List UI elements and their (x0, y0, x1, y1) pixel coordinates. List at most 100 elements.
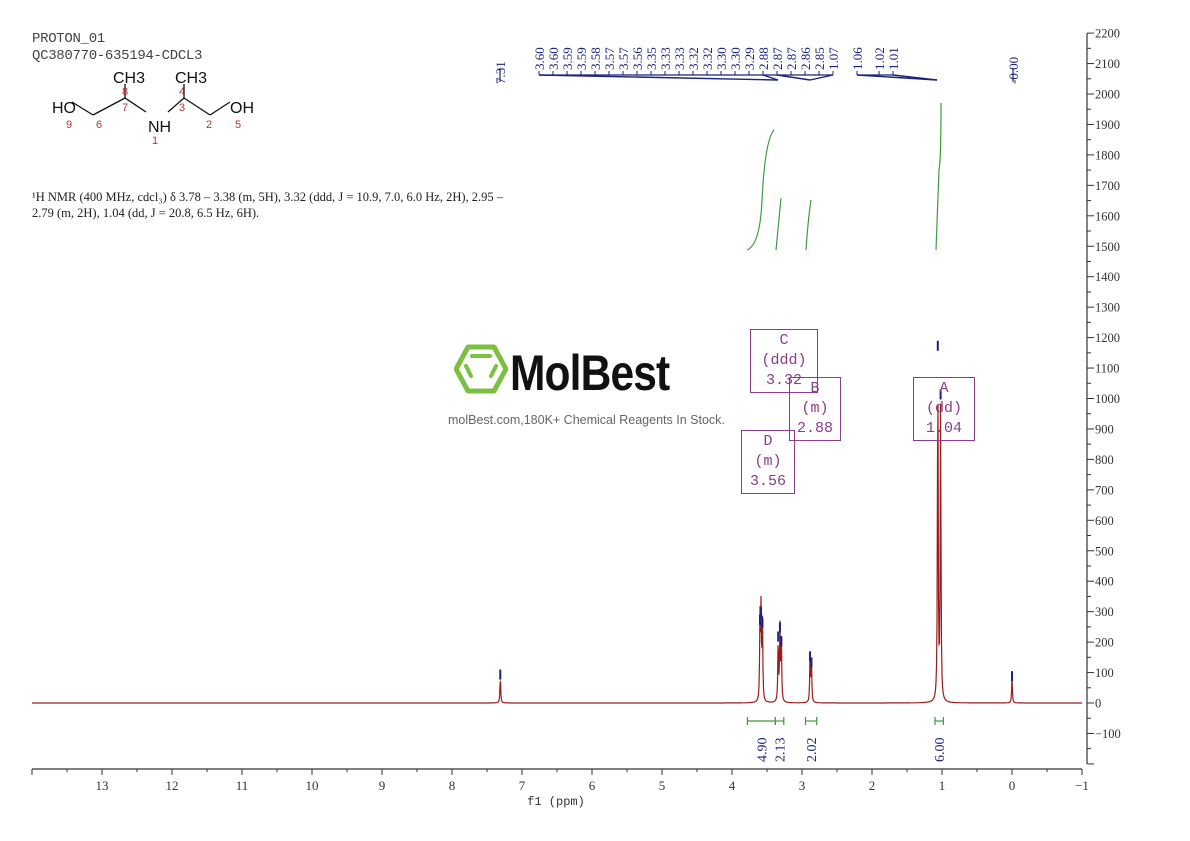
integral-value: 2.13 (774, 738, 789, 763)
atom-number-7: 7 (122, 102, 128, 114)
y-tick-label: 100 (1095, 666, 1114, 680)
x-tick-label: 2 (869, 778, 876, 793)
molecule-structure: HO NH OH CH3 CH3 1 2 3 4 5 6 7 8 9 (52, 70, 254, 146)
integral-region: 2.02 (804, 717, 820, 763)
molbest-brand: MolBest (510, 345, 670, 401)
molbest-logo-icon (454, 344, 508, 394)
x-tick-label: 12 (166, 778, 179, 793)
svg-text:3.30: 3.30 (714, 47, 729, 70)
y-tick-label: 800 (1095, 453, 1114, 467)
peak-label: 3.57 (616, 47, 631, 75)
x-tick-label: 13 (96, 778, 109, 793)
svg-text:2.85: 2.85 (812, 47, 827, 70)
integral-curve (805, 199, 812, 251)
integral-region: 6.00 (933, 717, 948, 762)
peak-label: 2.86 (798, 47, 813, 75)
nmr-summary-line-2: 2.79 (m, 2H), 1.04 (dd, J = 20.8, 6.5 Hz… (32, 206, 260, 220)
multiplet-a-shift: 1.04 (925, 420, 962, 437)
x-tick-label: 8 (449, 778, 456, 793)
peak-label: 3.30 (714, 47, 729, 75)
integral-curve (775, 197, 782, 251)
y-tick-label: 1300 (1095, 301, 1120, 315)
multiplet-label-a: A (dd) 1.04 (913, 377, 975, 441)
peak-label: 2.88 (756, 47, 771, 75)
spectrum-trace (32, 340, 1082, 704)
atom-number-4: 4 (179, 86, 185, 98)
svg-text:3.29: 3.29 (742, 47, 757, 70)
peak-label: 3.33 (672, 47, 687, 75)
multiplet-a-type: A (dd) (925, 380, 962, 417)
y-tick-label: 2200 (1095, 27, 1120, 41)
svg-text:3.33: 3.33 (658, 47, 673, 70)
nmr-summary: ¹H NMR (400 MHz, cdcl₃) δ 3.78 – 3.38 (m… (32, 189, 622, 221)
x-tick-label: −1 (1075, 778, 1089, 793)
peak-label: 1.06 (850, 47, 865, 75)
x-tick-label: 11 (236, 778, 249, 793)
svg-text:3.57: 3.57 (602, 47, 617, 70)
integral-value: 2.02 (805, 738, 820, 763)
hydroxyl-left: HO (52, 100, 76, 117)
svg-text:3.59: 3.59 (574, 47, 589, 70)
svg-text:2.87: 2.87 (770, 47, 785, 70)
integral-curves (746, 102, 942, 251)
integral-value: 6.00 (933, 738, 948, 763)
integral-bars: 4.90 2.13 2.02 6.00 (746, 717, 948, 763)
methyl-left: CH3 (113, 70, 145, 87)
peak-label: 3.60 (546, 47, 561, 75)
x-tick-label: 0 (1009, 778, 1016, 793)
hydroxyl-right: OH (230, 100, 254, 117)
peak-label: 3.58 (588, 47, 603, 75)
multiplet-label-b: B (m) 2.88 (789, 377, 841, 441)
peak-label: 1.02 (872, 47, 887, 75)
peak-label: 3.57 (602, 47, 617, 75)
svg-text:2.87: 2.87 (784, 47, 799, 70)
y-tick-label: 1900 (1095, 118, 1120, 132)
y-tick-label: 1000 (1095, 392, 1120, 406)
y-tick-label: 2100 (1095, 57, 1120, 71)
svg-text:3.60: 3.60 (546, 47, 561, 70)
y-axis: 2200210020001900180017001600150014001300… (1086, 27, 1121, 765)
x-axis-label: f1 (ppm) (527, 795, 585, 809)
multiplet-c-type: C (ddd) (761, 332, 807, 369)
x-tick-label: 9 (379, 778, 386, 793)
methyl-right: CH3 (175, 70, 207, 87)
multiplet-b-shift: 2.88 (796, 420, 833, 437)
y-tick-label: 2000 (1095, 88, 1120, 102)
svg-text:1.07: 1.07 (826, 47, 841, 70)
svg-text:2.88: 2.88 (756, 47, 771, 70)
y-tick-label: 900 (1095, 422, 1114, 436)
x-tick-label: 5 (659, 778, 666, 793)
y-tick-label: 400 (1095, 575, 1114, 589)
peak-label: 3.59 (574, 47, 589, 75)
y-tick-label: 700 (1095, 483, 1114, 497)
peak-label: 1.01 (886, 47, 901, 75)
x-tick-label: 6 (589, 778, 596, 793)
y-tick-label: 600 (1095, 514, 1114, 528)
molbest-tagline: molBest.com,180K+ Chemical Reagents In S… (448, 413, 725, 427)
svg-text:1.06: 1.06 (850, 47, 865, 70)
peak-label: 3.60 (532, 47, 547, 75)
multiplet-c-shift: 3.32 (765, 372, 802, 389)
peak-label: 3.33 (658, 47, 673, 75)
atom-number-5: 5 (235, 119, 241, 131)
y-tick-label: 1600 (1095, 209, 1120, 223)
x-tick-label: 4 (729, 778, 736, 793)
integral-region: 2.13 (774, 717, 789, 762)
y-tick-label: 500 (1095, 544, 1114, 558)
peak-label: 3.32 (700, 47, 715, 75)
peak-label: 3.35 (644, 47, 659, 75)
multiplet-label-d: D (m) 3.56 (741, 430, 795, 494)
svg-text:3.58: 3.58 (588, 47, 603, 70)
svg-text:3.35: 3.35 (644, 47, 659, 70)
y-tick-label: 200 (1095, 636, 1114, 650)
peak-label: 3.29 (742, 47, 757, 75)
atom-number-3: 3 (179, 102, 185, 114)
peak-labels: 7.313.603.603.593.593.583.573.573.563.35… (493, 47, 1021, 84)
x-tick-label: 1 (939, 778, 946, 793)
peak-label: 3.56 (630, 47, 645, 75)
sample-id: QC380770-635194-CDCL3 (32, 48, 203, 64)
atom-number-8: 8 (122, 86, 128, 98)
peak-label: 2.85 (812, 47, 827, 75)
y-tick-label: 300 (1095, 605, 1114, 619)
atom-number-1: 1 (152, 135, 158, 146)
